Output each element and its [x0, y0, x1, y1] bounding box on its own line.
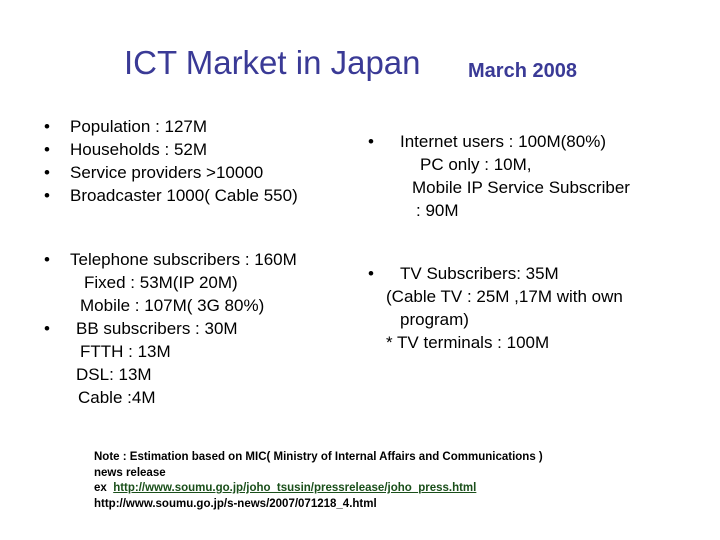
- internet-users-text: Internet users : 100M(80%): [400, 132, 606, 151]
- bullet-icon: •: [368, 264, 374, 283]
- bullet-icon: •: [44, 186, 50, 205]
- tv-subscribers-text: TV Subscribers: 35M: [400, 264, 559, 283]
- note-line: http://www.soumu.go.jp/s-news/2007/07121…: [94, 497, 377, 510]
- mobile-ip-value-text: : 90M: [416, 201, 459, 220]
- pc-only-text: PC only : 10M,: [420, 155, 532, 174]
- bullet-icon: •: [44, 140, 50, 159]
- mobile-ip-text: Mobile IP Service Subscriber: [412, 178, 630, 197]
- note-line: ex http://www.soumu.go.jp/joho_tsusin/pr…: [94, 481, 543, 497]
- bullet-icon: •: [44, 319, 50, 338]
- bullet-icon: •: [44, 117, 50, 136]
- bb-subscribers-text: BB subscribers : 30M: [76, 319, 238, 338]
- note-line: news release: [94, 466, 166, 479]
- slide-date: March 2008: [468, 60, 577, 82]
- bullet-icon: •: [368, 132, 374, 151]
- note-prefix: ex: [94, 482, 107, 494]
- slide-title: ICT Market in Japan: [124, 44, 421, 81]
- households-text: Households : 52M: [70, 140, 208, 159]
- footnote: Note : Estimation based on MIC( Ministry…: [94, 450, 543, 512]
- cable-tv-text: (Cable TV : 25M ,17M with own: [386, 287, 623, 306]
- broadcaster-text: Broadcaster 1000( Cable 550): [70, 186, 298, 205]
- telephone-subscribers-text: Telephone subscribers : 160M: [70, 250, 297, 269]
- program-text: program): [400, 310, 469, 329]
- bullet-icon: •: [44, 163, 50, 182]
- bullet-icon: •: [44, 250, 50, 269]
- dsl-text: DSL: 13M: [76, 365, 152, 384]
- population-text: Population : 127M: [70, 117, 208, 136]
- service-providers-text: Service providers >10000: [70, 163, 264, 182]
- note-line: Note : Estimation based on MIC( Ministry…: [94, 451, 543, 463]
- tv-terminals-text: * TV terminals : 100M: [386, 333, 550, 352]
- fixed-text: Fixed : 53M(IP 20M): [84, 273, 238, 292]
- mobile-text: Mobile : 107M( 3G 80%): [80, 296, 265, 315]
- cable-text: Cable :4M: [78, 388, 156, 407]
- ftth-text: FTTH : 13M: [80, 342, 171, 361]
- press-release-link[interactable]: http://www.soumu.go.jp/joho_tsusin/press…: [113, 482, 477, 494]
